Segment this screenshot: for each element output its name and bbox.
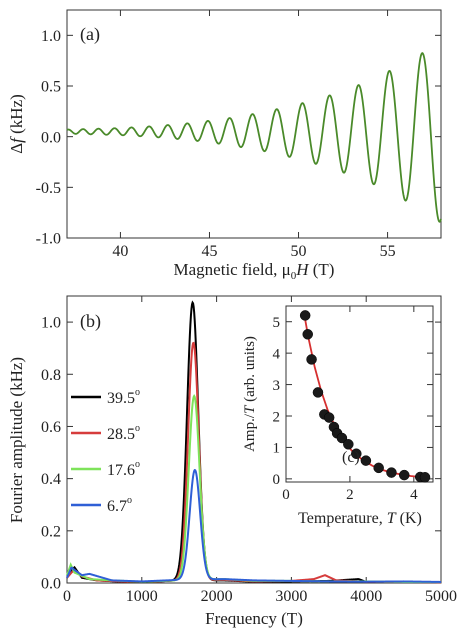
panel-c-ytick-label: 4: [273, 346, 281, 362]
panel-c-point: [336, 432, 348, 444]
panel-a-xtick-label: 50: [291, 243, 307, 260]
panel-b-ytick-label: 0.6: [41, 419, 61, 436]
panel-b-xtick-label: 5000: [425, 588, 457, 605]
panel-b-series-3: [66, 468, 442, 583]
panel-c-ytick-label: 5: [273, 315, 281, 331]
panel-a-label: (a): [80, 24, 100, 45]
panel-c-frame: [285, 305, 434, 483]
panel-a-xtick-label: 55: [380, 243, 396, 260]
panel-c-point: [299, 310, 311, 321]
panel-b-xtick-label: 1000: [126, 588, 158, 605]
panel-c-point: [386, 467, 397, 478]
panel-a-frame: [66, 9, 442, 239]
legend-degree: o: [135, 459, 140, 470]
panel-c-point: [373, 462, 384, 474]
panel-b-fourier-spectrum: 0 1000 2000 3000 4000 50000.00.20.40.60.81.0 …: [7, 295, 457, 628]
panel-b-xtick-label: 0: [63, 588, 71, 605]
panel-c-point: [398, 469, 410, 481]
panel-c-xtick-label: 4: [410, 487, 418, 503]
panel-c-xtick-label: 0: [282, 487, 290, 503]
panel-b-ytick-label: 1.0: [41, 315, 61, 332]
panel-a-xlabel: Magnetic field, μ0H (T): [174, 260, 335, 282]
panel-b-series: [66, 300, 442, 584]
panel-c-label: (c): [342, 449, 360, 466]
panel-a-ytick-label: 0.0: [41, 129, 61, 146]
panel-c-ytick-label: 1: [273, 441, 281, 457]
legend-label: 6.7o: [107, 495, 132, 515]
panel-b-ticks: 0 1000 2000 3000 4000 5000 0.0 0.2 0.4 0.6 0.8 1.0: [41, 296, 457, 605]
panel-a-ticks: 40 45 50 55 -1.0 -0.5 0.0 0.5 1.0: [36, 10, 441, 260]
panel-c-xtick-label: 2: [346, 487, 354, 503]
panel-c-point: [302, 329, 313, 340]
panel-c-ticks: 0 2 4 0 1 2 3 4 5: [273, 306, 433, 503]
panel-c-ytick-label: 3: [273, 378, 281, 394]
panel-c-point: [306, 354, 317, 365]
panel-b-xlabel: Frequency (T): [205, 609, 303, 628]
panel-b-frame: [66, 295, 442, 584]
panel-b-xtick-label: 3000: [275, 588, 307, 605]
panel-a-ylabel: Δf (kHz): [7, 94, 26, 154]
panel-b-ytick-label: 0.8: [41, 367, 61, 384]
panel-b-xtick-label: 2000: [201, 588, 233, 605]
panel-c-ylabel: Amp./T (arb. units): [242, 336, 258, 452]
panel-a-magnetic-oscillation: 40 45 50 55 -1.0 -0.5 0.0 0.5 1.0 (a) Magnetic f…: [7, 9, 442, 282]
panel-b-ytick-label: 0.4: [41, 471, 61, 488]
panel-c-point: [351, 448, 362, 459]
panel-c-points: [299, 310, 431, 483]
panel-c-ytick-label: 2: [273, 409, 281, 425]
panel-c-point: [419, 472, 431, 483]
panel-c-inset-temperature: 0 2 4 0 1 2 3 4 5 (c) Temperature, T (K) Amp./T …: [242, 305, 434, 527]
panel-c-point: [323, 412, 335, 423]
panel-b-legend: 39.5o 28.5o 17.6o 6.7o: [71, 387, 140, 515]
panel-b-ytick-label: 0.2: [41, 523, 61, 540]
panel-c-xlabel: Temperature, T (K): [298, 510, 422, 527]
panel-a-oscillation-trace: [66, 52, 442, 223]
panel-c-point: [343, 439, 354, 450]
legend-label: 39.5o: [107, 387, 140, 407]
panel-c-point: [360, 455, 372, 466]
panel-a-ytick-label: 0.5: [41, 79, 61, 96]
legend-degree: o: [135, 387, 140, 398]
panel-a-xtick-label: 40: [112, 243, 128, 260]
legend-label: 17.6o: [107, 459, 140, 479]
panel-c-point: [312, 387, 324, 398]
panel-a-xtick-label: 45: [201, 243, 217, 260]
panel-b-ylabel: Fourier amplitude (kHz): [7, 357, 26, 523]
panel-b-label: (b): [80, 311, 101, 332]
panel-c-ytick-label: 0: [273, 472, 281, 488]
panel-b-xtick-label: 4000: [350, 588, 382, 605]
panel-a-ytick-label: 1.0: [41, 28, 61, 45]
legend-label: 28.5o: [107, 423, 140, 443]
legend-degree: o: [135, 423, 140, 434]
panel-b-ytick-label: 0.0: [41, 576, 61, 593]
legend-degree: o: [127, 495, 132, 506]
panel-a-ytick-label: -0.5: [36, 180, 61, 197]
panel-a-ytick-label: -1.0: [36, 231, 61, 248]
